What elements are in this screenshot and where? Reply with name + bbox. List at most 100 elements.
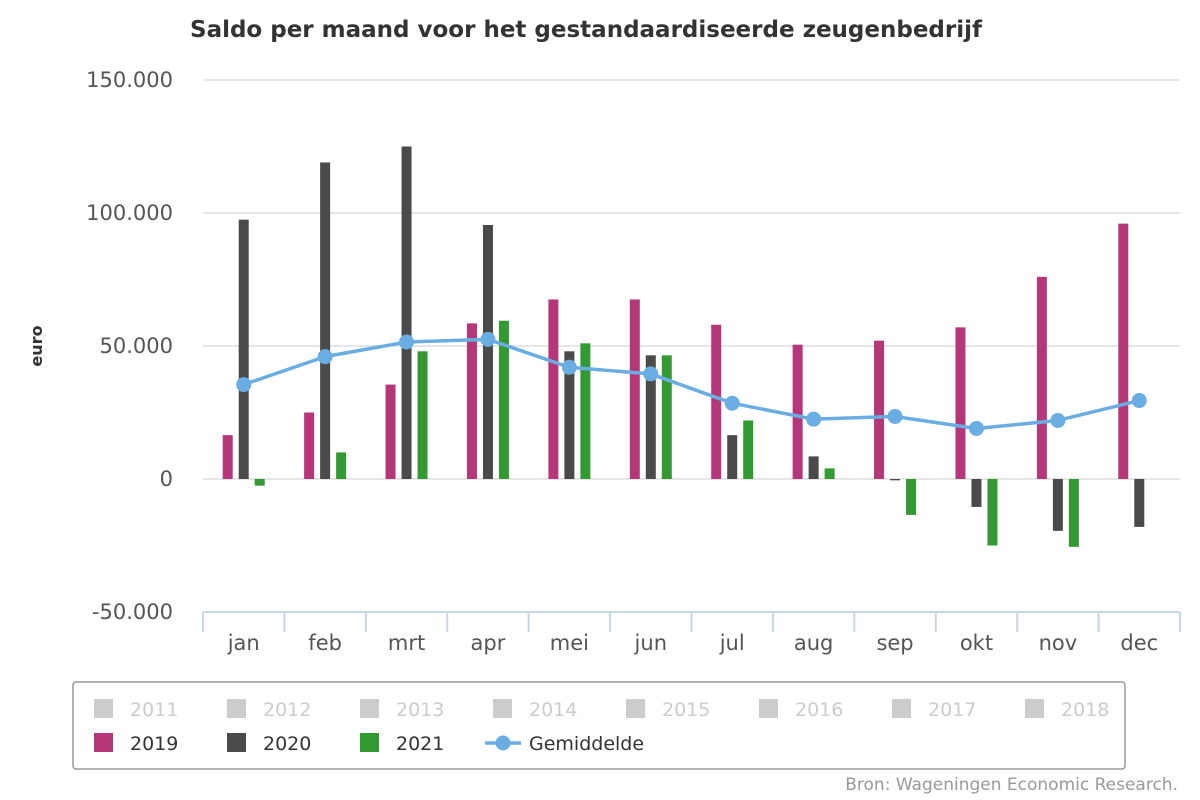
legend-item-2017[interactable]: 2017 bbox=[892, 699, 976, 721]
y-tick-label: 150.000 bbox=[86, 68, 173, 92]
legend-swatch bbox=[227, 699, 246, 718]
legend-item-2016[interactable]: 2016 bbox=[759, 699, 843, 721]
y-axis-label: euro bbox=[27, 325, 46, 366]
bar-2019-jun bbox=[629, 299, 640, 479]
average-point-jun bbox=[643, 366, 659, 382]
bar-2021-aug bbox=[824, 468, 835, 479]
legend-item-2011[interactable]: 2011 bbox=[94, 699, 178, 721]
bar-2021-apr bbox=[498, 320, 509, 479]
legend-swatch bbox=[360, 699, 379, 718]
legend-swatch bbox=[94, 733, 113, 752]
legend-item-2020[interactable]: 2020 bbox=[227, 733, 311, 755]
x-axis-ticks: jan feb mrt apr mei jun jul aug sep okt nov dec bbox=[227, 631, 1158, 655]
legend-item-2018[interactable]: 2018 bbox=[1025, 699, 1109, 721]
bar-2019-aug bbox=[792, 344, 803, 479]
average-point-jan bbox=[236, 377, 252, 393]
bar-2021-mei bbox=[580, 343, 591, 479]
bar-2019-apr bbox=[466, 323, 477, 479]
bar-2021-jun bbox=[661, 355, 672, 479]
legend-label: 2013 bbox=[396, 699, 444, 721]
average-point-mei bbox=[561, 359, 577, 375]
bar-2021-feb bbox=[336, 452, 347, 479]
average-point-apr bbox=[480, 331, 496, 347]
legend-marker bbox=[495, 735, 511, 751]
bar-2019-nov bbox=[1036, 276, 1047, 479]
bar-2020-aug bbox=[808, 456, 819, 479]
legend-label: 2014 bbox=[529, 699, 577, 721]
legend-swatch bbox=[227, 733, 246, 752]
bar-2020-sep bbox=[890, 479, 901, 481]
legend-item-2013[interactable]: 2013 bbox=[360, 699, 444, 721]
bar-2020-mrt bbox=[401, 146, 412, 479]
legend-label: 2017 bbox=[928, 699, 976, 721]
bar-2021-okt bbox=[987, 479, 998, 546]
x-axis bbox=[202, 611, 1181, 632]
average-line-path bbox=[243, 337, 1140, 431]
x-tick-label: aug bbox=[794, 631, 834, 655]
y-tick-label: -50.000 bbox=[92, 600, 173, 624]
bar-2019-jul bbox=[711, 324, 722, 479]
x-tick-label: okt bbox=[960, 631, 993, 655]
y-tick-label: 100.000 bbox=[86, 201, 173, 225]
legend-label: 2011 bbox=[130, 699, 178, 721]
bar-2021-sep bbox=[906, 479, 917, 515]
legend-swatch bbox=[892, 699, 911, 718]
legend-item-2021[interactable]: 2021 bbox=[360, 733, 444, 755]
bar-2020-mei bbox=[564, 351, 575, 479]
legend-label: Gemiddelde bbox=[529, 733, 644, 755]
legend-item-Gemiddelde[interactable]: Gemiddelde bbox=[485, 733, 644, 755]
bar-2021-jan bbox=[254, 479, 265, 486]
legend-item-2014[interactable]: 2014 bbox=[493, 699, 577, 721]
average-line bbox=[236, 331, 1147, 436]
average-point-sep bbox=[887, 408, 903, 424]
bars bbox=[222, 146, 1145, 547]
average-point-mrt bbox=[399, 334, 415, 350]
legend-label: 2018 bbox=[1061, 699, 1109, 721]
average-point-nov bbox=[1050, 412, 1066, 428]
x-tick-label: nov bbox=[1039, 631, 1078, 655]
legend-label: 2021 bbox=[396, 733, 444, 755]
grid-lines bbox=[203, 79, 1180, 480]
x-tick-label: jun bbox=[634, 631, 667, 655]
legend-swatch bbox=[94, 699, 113, 718]
bar-2021-mrt bbox=[417, 351, 428, 479]
bar-2020-nov bbox=[1052, 479, 1063, 531]
legend-label: 2015 bbox=[662, 699, 710, 721]
legend-label: 2019 bbox=[130, 733, 178, 755]
average-point-aug bbox=[806, 411, 822, 427]
bar-2020-dec bbox=[1134, 479, 1145, 527]
legend-swatch bbox=[360, 733, 379, 752]
legend-box bbox=[72, 681, 1126, 770]
legend-swatch bbox=[626, 699, 645, 718]
legend-item-2012[interactable]: 2012 bbox=[227, 699, 311, 721]
bar-2020-jun bbox=[645, 355, 656, 479]
x-tick-label: sep bbox=[876, 631, 913, 655]
x-tick-label: mrt bbox=[388, 631, 425, 655]
average-point-jul bbox=[724, 395, 740, 411]
legend-label: 2012 bbox=[263, 699, 311, 721]
chart-title: Saldo per maand voor het gestandaardisee… bbox=[190, 17, 983, 43]
legend-item-2015[interactable]: 2015 bbox=[626, 699, 710, 721]
legend-label: 2016 bbox=[795, 699, 843, 721]
x-tick-label: mei bbox=[550, 631, 589, 655]
average-point-dec bbox=[1131, 393, 1147, 409]
y-tick-label: 50.000 bbox=[100, 334, 173, 358]
x-tick-label: dec bbox=[1120, 631, 1158, 655]
legend-swatch bbox=[493, 699, 512, 718]
source-credit: Bron: Wageningen Economic Research. bbox=[845, 775, 1178, 795]
legend-item-2019[interactable]: 2019 bbox=[94, 733, 178, 755]
x-tick-label: jan bbox=[227, 631, 260, 655]
bar-2021-nov bbox=[1068, 479, 1079, 547]
bar-2019-sep bbox=[874, 340, 885, 479]
legend-swatch bbox=[1025, 699, 1044, 718]
bar-2020-jul bbox=[727, 435, 738, 479]
bar-2019-mei bbox=[548, 299, 559, 479]
y-axis-ticks: 150.000 100.000 50.000 0 -50.000 bbox=[86, 68, 173, 624]
bar-2019-feb bbox=[304, 412, 315, 479]
bar-2020-jan bbox=[238, 219, 249, 479]
bar-2020-apr bbox=[482, 224, 493, 479]
bar-2019-okt bbox=[955, 327, 966, 479]
bar-2021-jul bbox=[743, 420, 754, 479]
bar-2019-mrt bbox=[385, 384, 396, 479]
